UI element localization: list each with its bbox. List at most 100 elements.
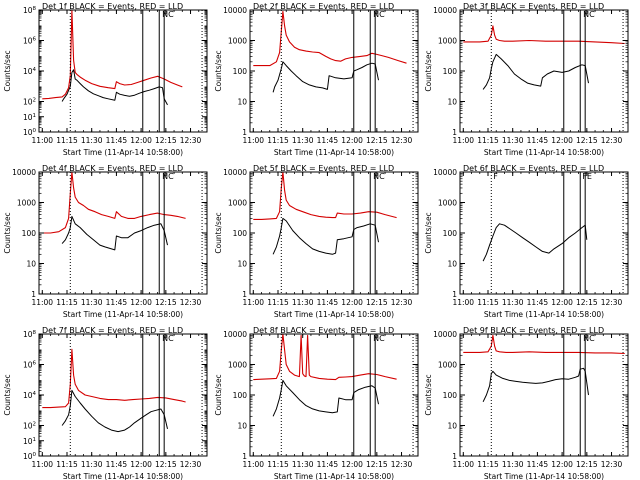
y-tick-label: 102: [23, 98, 36, 107]
series-line-events: [61, 215, 168, 251]
x-tick-label: 11:15: [56, 298, 78, 307]
y-tick-label: 1: [242, 290, 247, 299]
x-tick-label: 11:45: [106, 136, 128, 145]
y-tick-label: 10000: [223, 330, 247, 339]
x-tick-label: 11:00: [242, 298, 264, 307]
y-tick-label: 10: [447, 422, 457, 431]
y-axis-title: Counts/sec: [424, 374, 433, 415]
x-tick-label: 12:15: [576, 460, 598, 469]
y-tick-label: 10: [447, 260, 457, 269]
x-axis-title: Start Time (11-Apr-14 10:58:00): [484, 310, 604, 319]
y-tick-label: 1: [452, 290, 457, 299]
y-tick-label: 100: [23, 128, 37, 137]
y-tick-label: 106: [23, 361, 37, 370]
series-line-events: [61, 389, 168, 433]
y-tick-label: 10: [237, 98, 247, 107]
y-tick-label: 1: [452, 452, 457, 461]
series-line-lld: [463, 334, 625, 355]
y-tick-label: 1000: [17, 199, 36, 208]
x-tick-label: 11:00: [452, 460, 474, 469]
x-tick-label: 11:30: [292, 460, 314, 469]
x-tick-label: 11:00: [452, 298, 474, 307]
series-line-events: [482, 367, 589, 403]
x-axis-title: Start Time (11-Apr-14 10:58:00): [63, 310, 183, 319]
x-axis-title: Start Time (11-Apr-14 10:58:00): [274, 148, 394, 157]
chart-panel-6: Det 6f BLACK = Events, RED = LLD Counts/s…: [424, 164, 629, 319]
x-tick-label: 11:00: [452, 136, 474, 145]
x-tick-label: 11:15: [56, 460, 78, 469]
x-tick-label: 11:15: [267, 298, 289, 307]
chart-title: Det 8f BLACK = Events, RED = LLD: [253, 326, 394, 335]
x-tick-label: 11:00: [242, 460, 264, 469]
y-tick-label: 102: [23, 422, 36, 431]
x-tick-label: 12:00: [341, 460, 363, 469]
x-tick-label: 11:00: [31, 136, 53, 145]
flare-label: NC: [583, 334, 595, 343]
y-tick-label: 108: [23, 6, 37, 15]
chart-panel-8: Det 8f BLACK = Events, RED = LLD Counts/s…: [214, 326, 419, 480]
x-tick-label: 11:00: [31, 298, 53, 307]
x-tick-label: 12:30: [391, 298, 413, 307]
chart-title: Det 5f BLACK = Events, RED = LLD: [253, 164, 394, 173]
x-tick-label: 11:30: [81, 136, 103, 145]
series-line-lld: [463, 25, 625, 45]
x-tick-label: 12:30: [601, 460, 623, 469]
x-tick-label: 12:00: [341, 136, 363, 145]
x-tick-label: 11:15: [477, 460, 499, 469]
y-tick-label: 100: [443, 229, 458, 238]
y-tick-label: 10: [26, 260, 36, 269]
y-axis-title: Counts/sec: [424, 50, 433, 91]
y-tick-label: 100: [22, 229, 37, 238]
x-tick-label: 11:30: [502, 460, 524, 469]
x-tick-label: 11:15: [56, 136, 78, 145]
x-tick-label: 12:30: [391, 460, 413, 469]
x-tick-label: 11:00: [242, 136, 264, 145]
x-tick-label: 11:45: [527, 298, 549, 307]
x-tick-label: 12:15: [576, 136, 598, 145]
y-tick-label: 10: [237, 260, 247, 269]
x-tick-label: 12:15: [576, 298, 598, 307]
y-axis-title: Counts/sec: [424, 212, 433, 253]
x-tick-label: 12:00: [551, 136, 573, 145]
y-tick-label: 106: [23, 37, 37, 46]
x-tick-label: 11:15: [477, 136, 499, 145]
flare-label: NC: [373, 10, 385, 19]
x-tick-label: 12:15: [366, 136, 388, 145]
series-line-events: [272, 217, 379, 255]
y-tick-label: 1000: [228, 199, 247, 208]
x-tick-label: 12:30: [601, 136, 623, 145]
y-tick-label: 1000: [228, 361, 247, 370]
y-tick-label: 101: [23, 113, 36, 122]
y-tick-label: 100: [233, 391, 248, 400]
chart-panel-1: Det 1f BLACK = Events, RED = LLD Counts/s…: [3, 2, 208, 157]
x-tick-label: 12:15: [155, 136, 177, 145]
flare-label: NC: [583, 10, 595, 19]
x-tick-label: 11:30: [292, 298, 314, 307]
x-axis-title: Start Time (11-Apr-14 10:58:00): [274, 472, 394, 480]
series-line-lld: [42, 9, 183, 100]
x-tick-label: 12:30: [180, 298, 202, 307]
y-tick-label: 1: [242, 128, 247, 137]
y-tick-label: 104: [23, 391, 37, 400]
x-tick-label: 12:15: [366, 460, 388, 469]
x-tick-label: 11:15: [267, 136, 289, 145]
series-line-events: [272, 379, 379, 417]
series-line-events: [61, 69, 168, 106]
series-line-lld: [42, 171, 186, 234]
chart-title: Det 9f BLACK = Events, RED = LLD: [463, 326, 604, 335]
chart-panel-7: Det 7f BLACK = Events, RED = LLD Counts/s…: [3, 326, 208, 480]
y-tick-label: 10: [237, 422, 247, 431]
y-tick-label: 104: [23, 67, 37, 76]
x-tick-label: 11:45: [317, 460, 339, 469]
y-axis-title: Counts/sec: [214, 50, 223, 91]
x-axis-title: Start Time (11-Apr-14 10:58:00): [63, 472, 183, 480]
y-tick-label: 1: [31, 290, 36, 299]
y-tick-label: 100: [443, 67, 458, 76]
y-tick-label: 108: [23, 330, 37, 339]
y-tick-label: 100: [233, 229, 248, 238]
y-tick-label: 101: [23, 437, 36, 446]
x-tick-label: 12:15: [155, 460, 177, 469]
x-tick-label: 12:00: [341, 298, 363, 307]
x-tick-label: 12:15: [155, 298, 177, 307]
x-tick-label: 11:30: [81, 460, 103, 469]
